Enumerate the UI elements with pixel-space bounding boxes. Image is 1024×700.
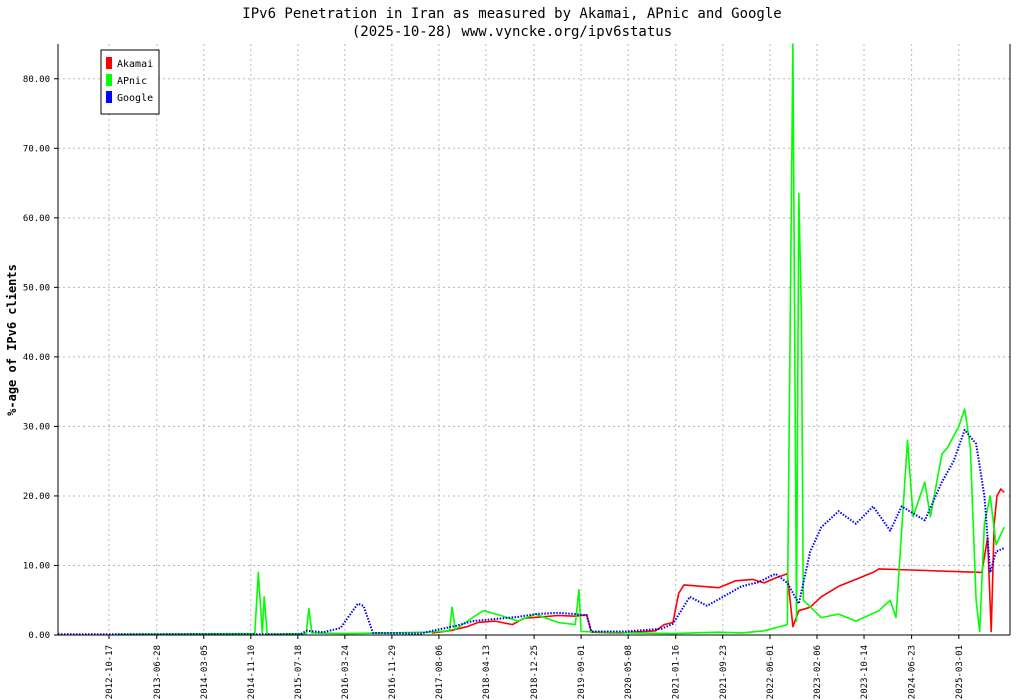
x-tick-label: 2024-06-23 [908, 645, 918, 699]
series-lines [58, 43, 1005, 636]
legend-label-akamai: Akamai [117, 59, 153, 70]
y-tick-label: 60.00 [23, 214, 50, 224]
chart-subtitle: (2025-10-28) www.vyncke.org/ipv6status [352, 24, 672, 40]
y-tick-label: 80.00 [23, 75, 50, 85]
legend-swatch-google [106, 91, 112, 103]
x-tick-label: 2023-02-06 [813, 645, 823, 699]
y-tick-label: 10.00 [23, 561, 50, 571]
x-tick-label: 2020-05-08 [624, 645, 634, 699]
y-tick-label: 20.00 [23, 492, 50, 502]
x-tick-label: 2019-09-01 [577, 645, 587, 699]
series-line-akamai [432, 488, 1005, 634]
x-tick-label: 2016-03-24 [341, 645, 351, 699]
x-tick-label: 2025-03-01 [955, 645, 965, 699]
y-tick-label: 50.00 [23, 283, 50, 293]
gridlines [58, 44, 1010, 635]
x-tick-label: 2017-08-06 [435, 645, 445, 699]
x-tick-label: 2018-12-25 [530, 645, 540, 699]
x-tick-label: 2022-06-01 [766, 645, 776, 699]
series-line-google [58, 428, 1005, 636]
legend-swatch-apnic [106, 74, 112, 86]
legend-label-google: Google [117, 93, 153, 104]
legend-swatch-akamai [106, 57, 112, 69]
x-tick-label: 2021-01-16 [672, 645, 682, 699]
x-tick-label: 2014-03-05 [200, 645, 210, 699]
y-tick-label: 0.00 [28, 631, 50, 641]
x-tick-label: 2015-07-18 [294, 645, 304, 699]
x-tick-label: 2021-09-23 [719, 645, 729, 699]
legend: Akamai APnic Google [100, 49, 160, 115]
x-tick-label: 2023-10-14 [860, 645, 870, 699]
series-line-apnic [117, 43, 1005, 636]
x-tick-label: 2012-10-17 [105, 645, 115, 699]
legend-label-apnic: APnic [117, 76, 147, 87]
chart-title: IPv6 Penetration in Iran as measured by … [242, 6, 781, 22]
y-axis-label: %-age of IPv6 clients [5, 264, 19, 416]
x-tick-label: 2013-06-28 [153, 645, 163, 699]
x-tick-label: 2018-04-13 [482, 645, 492, 699]
y-tick-label: 30.00 [23, 422, 50, 432]
axes [54, 44, 1011, 639]
y-tick-label: 70.00 [23, 144, 50, 154]
x-tick-label: 2014-11-10 [247, 645, 257, 699]
y-tick-label: 40.00 [23, 353, 50, 363]
x-tick-label: 2016-11-29 [388, 645, 398, 699]
tick-labels: 0.00 10.00 20.00 30.00 40.00 50.00 60.00 70.00 8… [23, 75, 965, 699]
